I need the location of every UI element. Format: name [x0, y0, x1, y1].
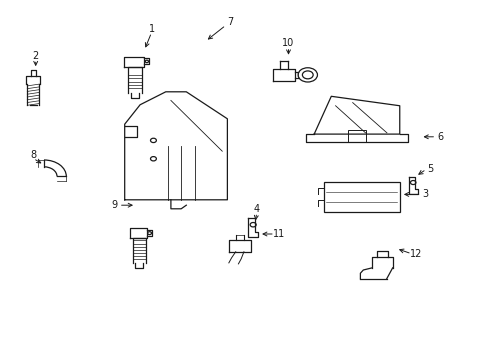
Text: 8: 8: [30, 150, 36, 160]
Text: 11: 11: [272, 229, 285, 239]
Bar: [323, 181, 399, 212]
Text: 6: 6: [436, 132, 442, 142]
Bar: [347, 130, 366, 141]
Text: 2: 2: [33, 51, 39, 61]
Text: 10: 10: [282, 38, 294, 48]
Text: 9: 9: [112, 200, 118, 210]
Text: 7: 7: [226, 17, 232, 27]
Text: 1: 1: [148, 24, 154, 34]
Text: 3: 3: [422, 189, 427, 199]
Text: 12: 12: [408, 249, 421, 259]
Text: 4: 4: [253, 204, 259, 214]
Text: 5: 5: [427, 164, 432, 174]
